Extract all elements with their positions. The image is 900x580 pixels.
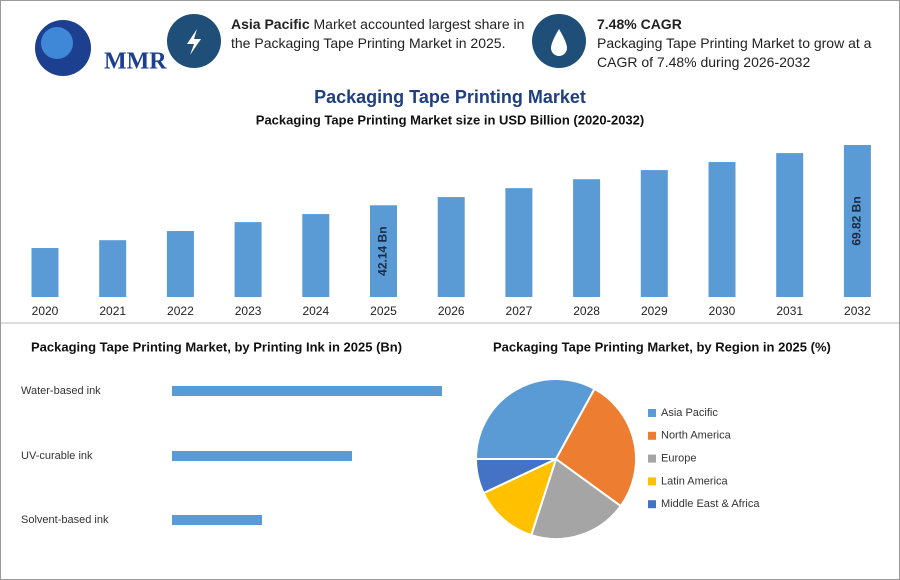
bar bbox=[505, 188, 533, 297]
pie-slice bbox=[530, 457, 623, 540]
pie-slice bbox=[482, 457, 558, 537]
bar bbox=[843, 145, 871, 297]
chart-subtitle: Packaging Tape Printing Market size in U… bbox=[256, 112, 644, 127]
bar bbox=[776, 153, 804, 297]
bar bbox=[640, 170, 668, 297]
data-label: 42.14 Bn bbox=[376, 226, 390, 275]
highlight-bold: 7.48% CAGR bbox=[597, 16, 682, 32]
highlight-text: Market accounted largest share in the Pa… bbox=[231, 16, 525, 51]
legend-swatch bbox=[648, 431, 656, 440]
legend-label: Asia Pacific bbox=[661, 407, 718, 419]
x-tick-label: 2022 bbox=[167, 304, 194, 318]
data-label: 69.82 Bn bbox=[850, 196, 864, 245]
bar bbox=[708, 162, 736, 297]
bar bbox=[99, 240, 127, 297]
pie-slice bbox=[554, 387, 637, 508]
x-tick-label: 2028 bbox=[573, 304, 600, 318]
x-tick-label: 2024 bbox=[302, 304, 329, 318]
bolt-icon bbox=[187, 29, 201, 55]
x-tick-label: 2030 bbox=[709, 304, 736, 318]
logo-globe-land bbox=[41, 27, 73, 59]
bar bbox=[172, 451, 352, 461]
legend-label: Europe bbox=[661, 453, 696, 465]
bar bbox=[370, 205, 397, 297]
bar bbox=[31, 248, 59, 297]
x-tick-label: 2031 bbox=[776, 304, 803, 318]
highlight-right: 7.48% CAGR Packaging Tape Printing Market… bbox=[597, 15, 887, 72]
category-label: UV-curable ink bbox=[21, 450, 93, 462]
x-tick-label: 2021 bbox=[99, 304, 126, 318]
bar bbox=[437, 197, 465, 297]
bar bbox=[172, 515, 262, 525]
logo-text: MMR bbox=[104, 49, 167, 75]
chart-title: Packaging Tape Printing Market, by Print… bbox=[31, 339, 402, 354]
bar bbox=[302, 214, 330, 297]
pie-slice bbox=[474, 378, 596, 460]
legend-label: North America bbox=[661, 430, 732, 442]
highlight-left: Asia Pacific Market accounted largest sh… bbox=[231, 15, 531, 53]
x-tick-label: 2025 bbox=[370, 304, 397, 318]
bar bbox=[234, 222, 262, 297]
bar bbox=[166, 231, 194, 297]
x-tick-label: 2023 bbox=[235, 304, 262, 318]
legend-label: Latin America bbox=[661, 475, 729, 487]
category-label: Water-based ink bbox=[21, 385, 101, 397]
bar bbox=[573, 179, 601, 297]
highlight-text: Packaging Tape Printing Market to grow a… bbox=[597, 35, 872, 70]
x-tick-label: 2027 bbox=[506, 304, 533, 318]
legend-label: Middle East & Africa bbox=[661, 498, 760, 510]
legend-swatch bbox=[648, 477, 656, 486]
x-tick-label: 2020 bbox=[32, 304, 59, 318]
pie-slice bbox=[474, 458, 557, 495]
x-tick-label: 2032 bbox=[844, 304, 871, 318]
x-tick-label: 2026 bbox=[438, 304, 465, 318]
chart-title: Packaging Tape Printing Market bbox=[314, 87, 586, 107]
highlight-bold: Asia Pacific bbox=[231, 16, 310, 32]
drop-icon bbox=[551, 29, 567, 56]
legend-swatch bbox=[648, 500, 656, 509]
category-label: Solvent-based ink bbox=[21, 514, 109, 526]
legend-swatch bbox=[648, 409, 656, 417]
bar bbox=[172, 386, 442, 396]
chart-title: Packaging Tape Printing Market, by Regio… bbox=[493, 339, 831, 354]
x-tick-label: 2029 bbox=[641, 304, 668, 318]
legend-swatch bbox=[648, 454, 656, 463]
